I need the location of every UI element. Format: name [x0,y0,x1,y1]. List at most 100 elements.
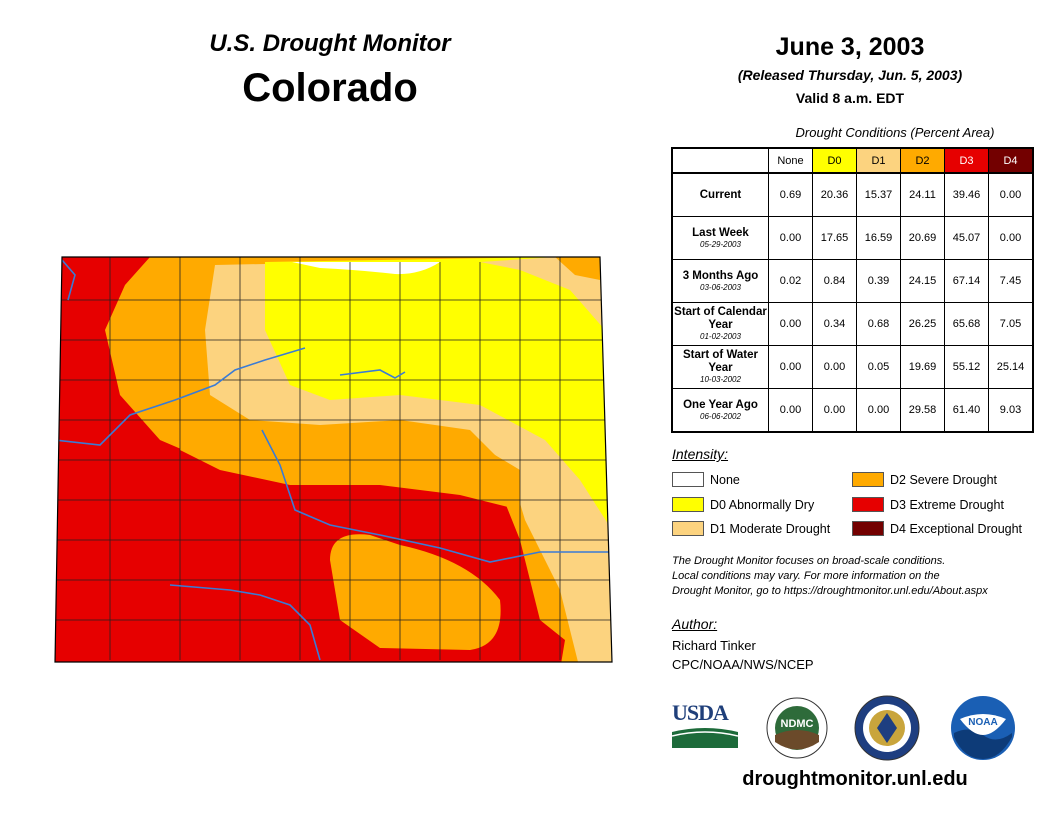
table-cell: 55.12 [944,345,989,389]
row-label-text: 3 Months Ago [682,269,759,282]
row-label-text: Start of Calendar Year [674,306,767,331]
table-corner [672,148,769,173]
table-cell: 0.00 [768,388,813,433]
legend-item: D2 Severe Drought [852,472,997,487]
table-cell: 15.37 [856,172,901,217]
none-area [292,262,440,275]
table-cell: 0.00 [768,216,813,260]
valid-time: Valid 8 a.m. EDT [795,90,905,106]
row-label: One Year Ago 06-06-2002 [671,388,769,433]
table-cell: 7.45 [988,259,1034,303]
map-subtitle: U.S. Drought Monitor [209,30,451,57]
legend-label: D4 Exceptional Drought [890,521,1023,536]
table-cell: 0.00 [768,345,813,389]
legend-item: D4 Exceptional Drought [852,521,1022,536]
table-cell: 17.65 [812,216,857,260]
release-date: (Released Thursday, Jun. 5, 2003) [737,67,963,83]
d2-ne-area [555,257,600,280]
d0-area [265,257,612,530]
table-cell: 24.11 [900,172,945,217]
table-cell: 0.00 [988,216,1034,260]
legend-swatch [852,472,884,487]
row-label-text: Last Week [692,226,749,239]
table-cell: 29.58 [900,388,945,433]
row-label-text: Current [699,188,742,201]
table-cell: 61.40 [944,388,989,433]
table-row: 3 Months Ago 03-06-2003 0.02 0.84 0.39 24.15 6… [671,259,1034,303]
table-cell: 9.03 [988,388,1034,433]
table-cell: 26.25 [900,302,945,346]
table-cell: 67.14 [944,259,989,303]
table-cell: 0.34 [812,302,857,346]
usda-logo: USDA [671,700,739,750]
usda-text: USDA [672,700,729,725]
note-line: The Drought Monitor focuses on broad-sca… [672,555,946,567]
table-cell: 25.14 [988,345,1034,389]
legend-swatch [672,472,704,487]
table-row: Current 0.69 20.36 15.37 24.11 39.46 0.00 [671,172,1034,217]
row-date: 01-02-2003 [700,332,741,341]
col-header: D4 [988,147,1034,174]
usda-wave-icon [671,728,739,748]
table-cell: 0.00 [768,302,813,346]
col-header: D2 [900,147,945,174]
col-header: None [768,147,813,174]
legend-label: D2 Severe Drought [890,472,998,487]
col-header: D3 [944,147,989,174]
table-cell: 65.68 [944,302,989,346]
row-label: Start of Water Year 10-03-2002 [671,345,769,389]
table-cell: 0.02 [768,259,813,303]
ndmc-logo: NDMC [766,697,828,759]
legend-title: Intensity: [672,446,729,462]
legend-swatch [672,497,704,512]
colorado-drought-map [54,256,613,663]
table-cell: 0.39 [856,259,901,303]
d1-ne-area [480,257,605,330]
row-label: Start of Calendar Year 01-02-2003 [671,302,769,346]
legend-item: D1 Moderate Drought [672,521,830,536]
table-cell: 19.69 [900,345,945,389]
legend-item: None [672,472,740,487]
table-row: Last Week 05-29-2003 0.00 17.65 16.59 20.69 45… [671,216,1034,260]
legend-swatch [852,521,884,536]
row-label: Current [671,172,769,217]
legend-label: D1 Moderate Drought [710,521,831,536]
table-cell: 0.00 [812,388,857,433]
table-cell: 0.69 [768,172,813,217]
table-cell: 0.00 [856,388,901,433]
noaa-logo: NOAA [951,696,1015,760]
author-name: Richard Tinker [672,638,756,653]
note-line: Local conditions may vary. For more info… [672,570,940,582]
rivers [55,259,612,661]
legend-label: D3 Extreme Drought [890,497,1004,512]
doc-seal-logo [854,695,920,761]
col-header: D0 [812,147,857,174]
row-date: 05-29-2003 [700,239,741,249]
table-cell: 20.69 [900,216,945,260]
row-date: 06-06-2002 [700,411,741,421]
state-border [54,256,613,663]
author-title: Author: [672,616,718,632]
d2-south-area [330,534,501,650]
table-cell: 0.68 [856,302,901,346]
author-org: CPC/NOAA/NWS/NCEP [672,657,814,672]
map-date: June 3, 2003 [775,33,925,61]
col-header: D1 [856,147,901,174]
table-cell: 20.36 [812,172,857,217]
table-title: Drought Conditions (Percent Area) [795,125,995,140]
note-line: Drought Monitor, go to https://droughtmo… [672,585,988,597]
row-date: 03-06-2003 [700,282,741,292]
ndmc-text: NDMC [781,718,814,730]
table-cell: 0.00 [812,345,857,389]
table-cell: 7.05 [988,302,1034,346]
row-date: 10-03-2002 [700,375,741,384]
drought-stats-table: None D0 D1 D2 D3 D4 Current 0.69 20.36 15.3… [671,147,1034,433]
legend-swatch [672,521,704,536]
noaa-text: NOAA [968,717,997,728]
table-cell: 39.46 [944,172,989,217]
legend-item: D0 Abnormally Dry [672,497,814,512]
table-cell: 0.00 [988,172,1034,217]
table-row: Start of Calendar Year 01-02-2003 0.00 0.34… [671,302,1034,346]
table-row: Start of Water Year 10-03-2002 0.00 0.00 0.0… [671,345,1034,389]
legend-swatch [852,497,884,512]
